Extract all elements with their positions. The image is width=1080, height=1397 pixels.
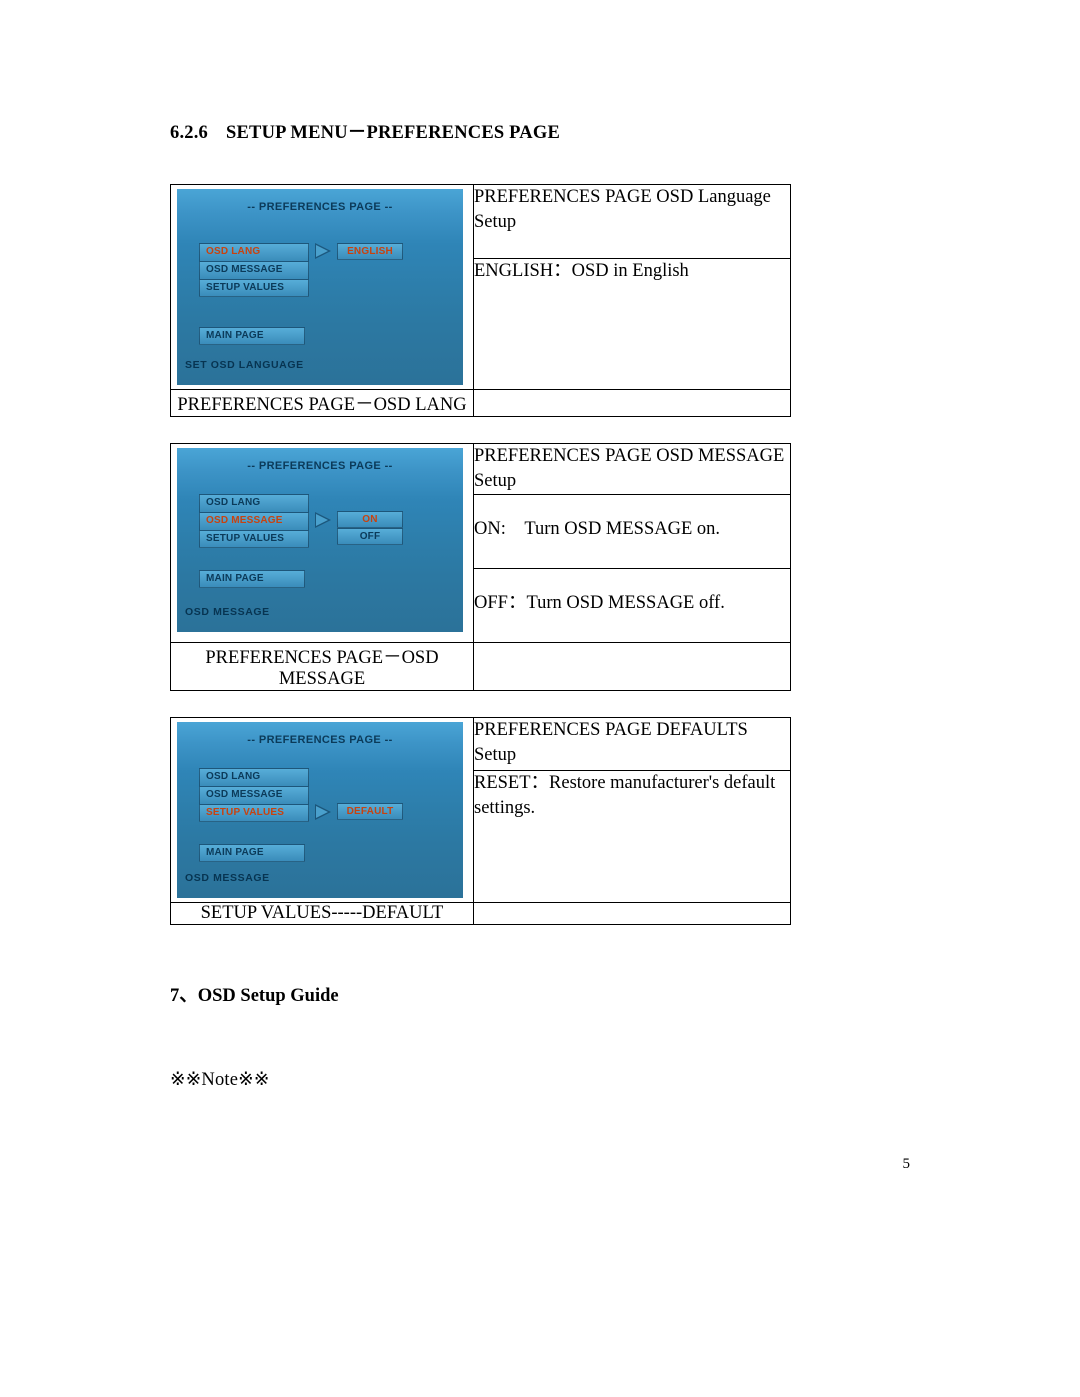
block3-table: -- PREFERENCES PAGE -- OSD LANG OSD MESS…	[170, 717, 791, 925]
osd-item-osd-lang: OSD LANG	[199, 494, 309, 512]
block1-right-row2: ENGLISH：OSD in English	[474, 259, 791, 390]
document-page: 6.2.6 SETUP MENU－PREFERENCES PAGE -- PREF…	[170, 0, 910, 1091]
osd-pill-default: DEFAULT	[337, 803, 403, 820]
section-title: SETUP MENU－PREFERENCES PAGE	[226, 123, 560, 143]
osd-status: OSD MESSAGE	[185, 606, 270, 618]
osd-menu: OSD LANG OSD MESSAGE SETUP VALUES	[199, 243, 309, 297]
osd-item-osd-message: OSD MESSAGE	[199, 261, 309, 279]
osd-screenshot-2: -- PREFERENCES PAGE -- OSD LANG OSD MESS…	[177, 448, 463, 632]
osd-status: SET OSD LANGUAGE	[185, 359, 304, 371]
osd-menu: OSD LANG OSD MESSAGE SETUP VALUES	[199, 768, 309, 822]
block1-screenshot-cell: -- PREFERENCES PAGE -- OSD LANG OSD MESS…	[171, 185, 474, 390]
osd-pill-off: OFF	[337, 528, 403, 545]
block1-empty	[474, 390, 791, 417]
block2-right-row2: ON: Turn OSD MESSAGE on.	[474, 494, 791, 568]
block3-empty	[474, 902, 791, 924]
block1-right-row1: PREFERENCES PAGE OSD Language Setup	[474, 185, 791, 259]
block2-right-row1: PREFERENCES PAGE OSD MESSAGE Setup	[474, 444, 791, 495]
section-number: 6.2.6	[170, 123, 208, 144]
osd-screenshot-3: -- PREFERENCES PAGE -- OSD LANG OSD MESS…	[177, 722, 463, 898]
heading-7: 7、OSD Setup Guide	[170, 981, 910, 1007]
block2-screenshot-cell: -- PREFERENCES PAGE -- OSD LANG OSD MESS…	[171, 444, 474, 643]
osd-title: -- PREFERENCES PAGE --	[177, 460, 463, 472]
osd-pill-on: ON	[337, 511, 403, 528]
osd-screenshot-1: -- PREFERENCES PAGE -- OSD LANG OSD MESS…	[177, 189, 463, 385]
osd-title: -- PREFERENCES PAGE --	[177, 201, 463, 213]
osd-item-osd-message: OSD MESSAGE	[199, 512, 309, 530]
osd-item-osd-lang: OSD LANG	[199, 768, 309, 786]
block3-right-row2: RESET：Restore manufacturer's default set…	[474, 770, 791, 902]
note-line: ※※Note※※	[170, 1069, 910, 1091]
osd-item-osd-lang: OSD LANG	[199, 243, 309, 261]
arrow-icon	[315, 512, 331, 528]
block1-caption: PREFERENCES PAGE－OSD LANG	[171, 390, 474, 417]
osd-status: OSD MESSAGE	[185, 872, 270, 884]
osd-main-page: MAIN PAGE	[199, 844, 305, 862]
osd-item-osd-message: OSD MESSAGE	[199, 786, 309, 804]
block2-right-row3: OFF：Turn OSD MESSAGE off.	[474, 568, 791, 642]
osd-item-setup-values: SETUP VALUES	[199, 279, 309, 297]
osd-title: -- PREFERENCES PAGE --	[177, 734, 463, 746]
osd-main-page: MAIN PAGE	[199, 570, 305, 588]
block2-table: -- PREFERENCES PAGE -- OSD LANG OSD MESS…	[170, 443, 791, 691]
block3-caption: SETUP VALUES-----DEFAULT	[171, 902, 474, 924]
block3-screenshot-cell: -- PREFERENCES PAGE -- OSD LANG OSD MESS…	[171, 717, 474, 902]
arrow-icon	[315, 243, 331, 259]
block2-empty	[474, 642, 791, 690]
block3-right-row1: PREFERENCES PAGE DEFAULTS Setup	[474, 717, 791, 770]
section-heading: 6.2.6 SETUP MENU－PREFERENCES PAGE	[170, 118, 910, 144]
osd-pill-english: ENGLISH	[337, 243, 403, 260]
arrow-icon	[315, 804, 331, 820]
osd-item-setup-values: SETUP VALUES	[199, 530, 309, 548]
osd-menu: OSD LANG OSD MESSAGE SETUP VALUES	[199, 494, 309, 548]
page-number: 5	[903, 1156, 911, 1173]
block1-table: -- PREFERENCES PAGE -- OSD LANG OSD MESS…	[170, 184, 791, 417]
osd-main-page: MAIN PAGE	[199, 327, 305, 345]
osd-item-setup-values: SETUP VALUES	[199, 804, 309, 822]
block2-caption: PREFERENCES PAGE－OSD MESSAGE	[171, 642, 474, 690]
